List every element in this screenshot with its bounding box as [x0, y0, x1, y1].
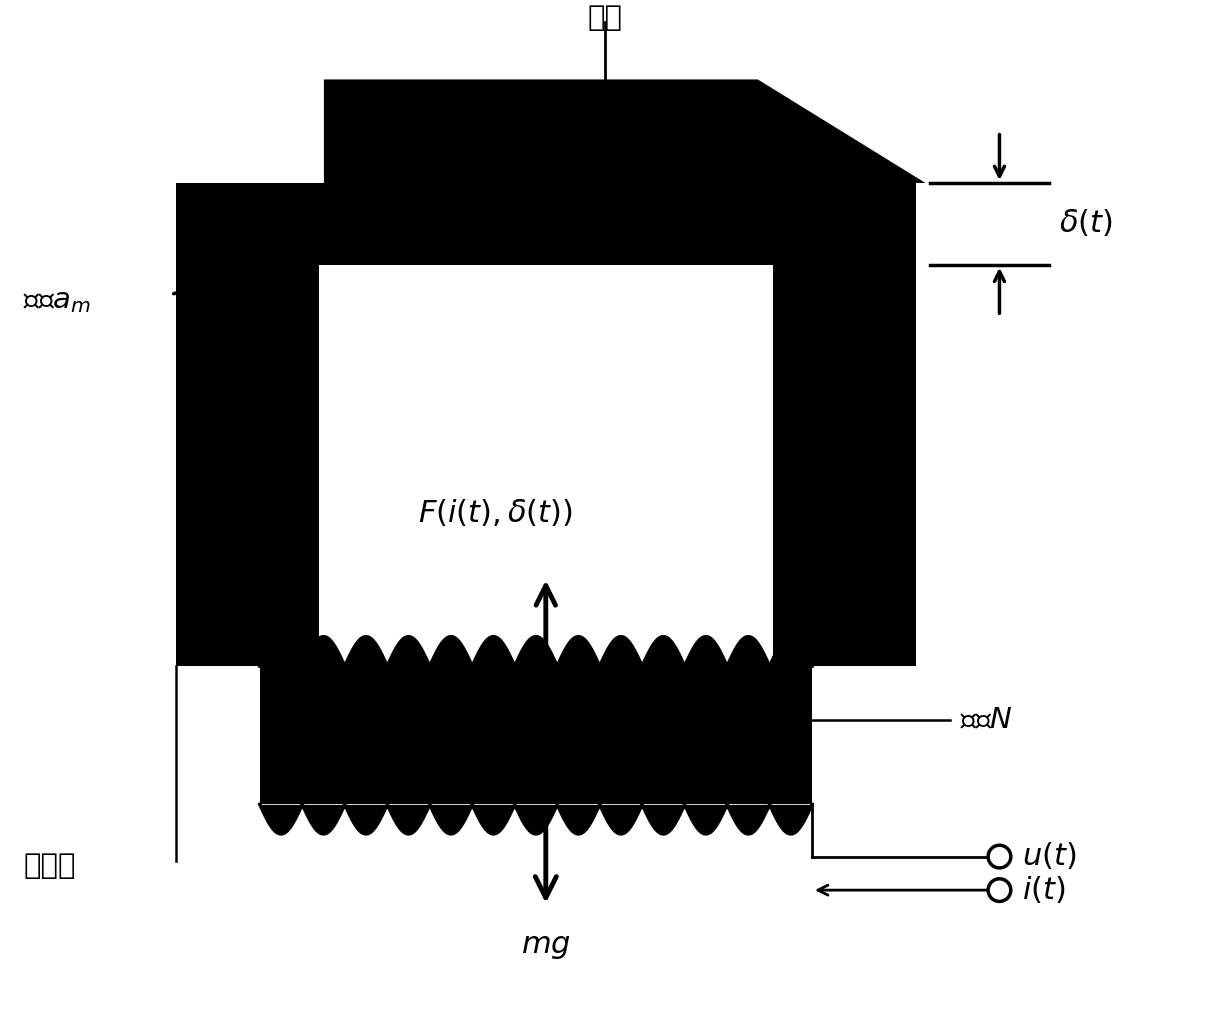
Text: $\delta(t)$: $\delta(t)$ — [1059, 209, 1112, 240]
Text: $F(i(t), \delta(t))$: $F(i(t), \delta(t))$ — [418, 498, 572, 529]
Text: 匹数$N$: 匹数$N$ — [960, 707, 1012, 735]
Text: $mg$: $mg$ — [521, 929, 571, 960]
Circle shape — [988, 879, 1011, 901]
Text: 电磁铁: 电磁铁 — [23, 852, 76, 881]
Text: 面积$a_m$: 面积$a_m$ — [23, 287, 92, 315]
Polygon shape — [821, 263, 868, 309]
Polygon shape — [176, 183, 916, 264]
Polygon shape — [772, 264, 916, 666]
Polygon shape — [260, 666, 812, 805]
Text: $i(t)$: $i(t)$ — [1022, 875, 1065, 906]
Circle shape — [988, 845, 1011, 867]
Polygon shape — [176, 264, 319, 666]
Text: $u(t)$: $u(t)$ — [1022, 841, 1076, 873]
Text: 导轨: 导轨 — [588, 4, 623, 32]
Polygon shape — [228, 263, 268, 305]
Polygon shape — [324, 79, 925, 183]
